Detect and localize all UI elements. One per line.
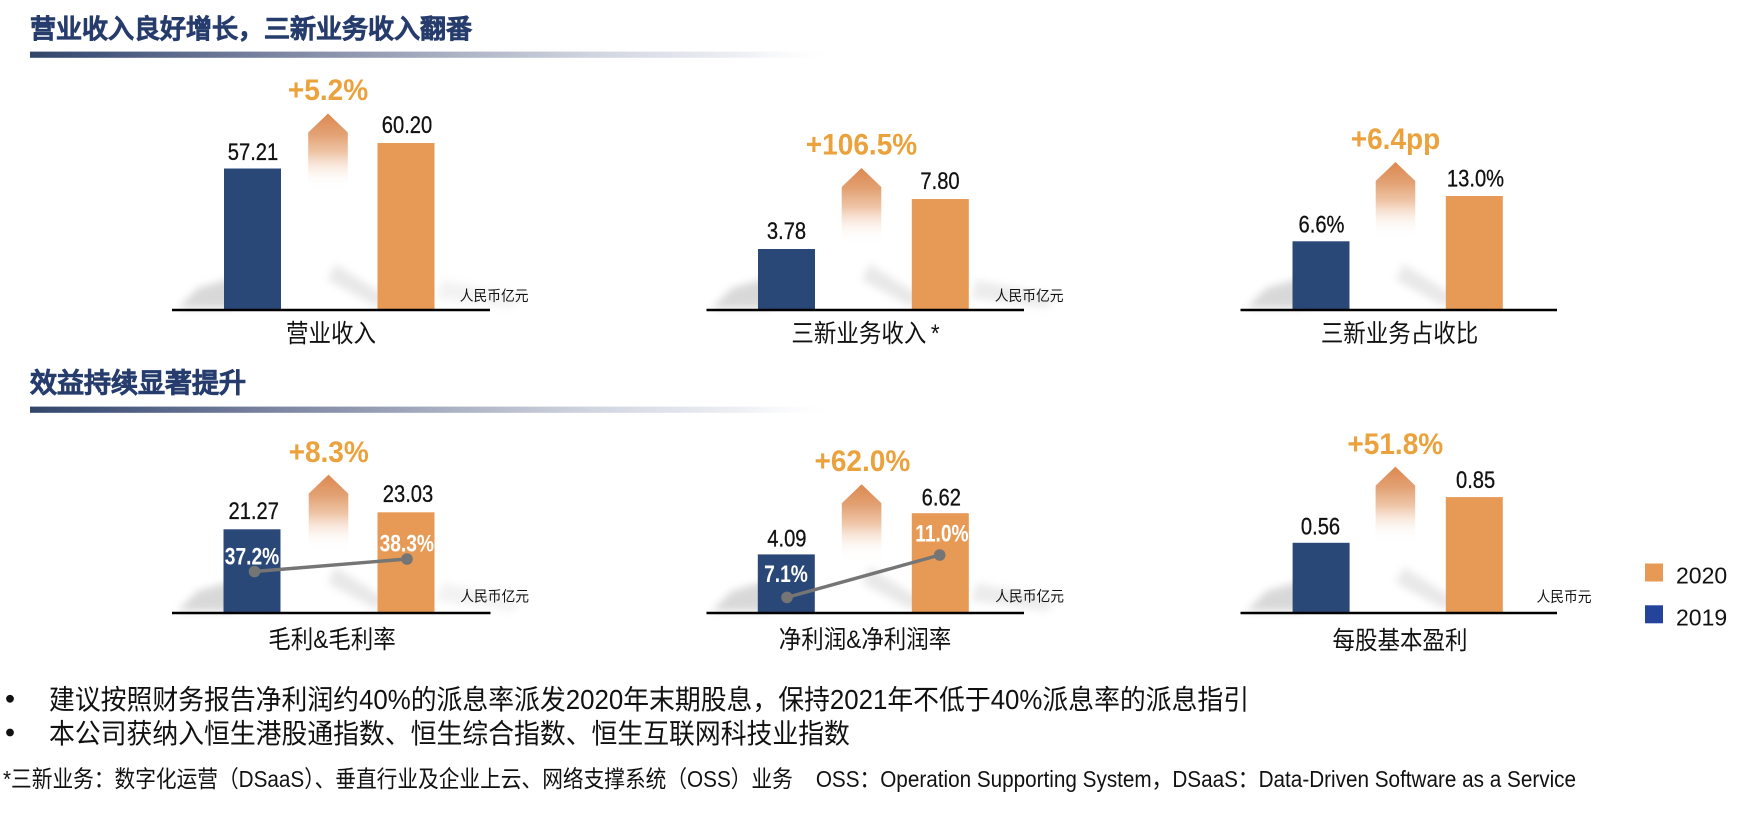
svg-text:营业收入: 营业收入 (286, 320, 376, 348)
svg-text:人民币元: 人民币元 (1536, 589, 1591, 605)
svg-text:38.3%: 38.3% (380, 529, 434, 557)
svg-text:+51.8%: +51.8% (1347, 428, 1443, 461)
svg-text:21.27: 21.27 (228, 498, 278, 525)
svg-text:人民币亿元: 人民币亿元 (460, 588, 529, 604)
svg-text:57.21: 57.21 (228, 138, 278, 165)
svg-text:营业收入良好增长，三新业务收入翻番: 营业收入良好增长，三新业务收入翻番 (30, 14, 473, 44)
svg-text:三新业务收入 *: 三新业务收入 * (791, 320, 939, 348)
svg-text:人民币亿元: 人民币亿元 (995, 588, 1064, 604)
svg-text:三新业务占收比: 三新业务占收比 (1321, 320, 1478, 348)
svg-text:6.62: 6.62 (922, 484, 961, 511)
svg-text:+6.4pp: +6.4pp (1351, 123, 1441, 156)
svg-text:净利润&净利润率: 净利润&净利润率 (779, 626, 951, 654)
svg-text:0.85: 0.85 (1456, 466, 1495, 493)
svg-text:+8.3%: +8.3% (289, 436, 369, 469)
svg-text:每股基本盈利: 每股基本盈利 (1333, 627, 1468, 655)
svg-text:毛利&毛利率: 毛利&毛利率 (268, 626, 395, 654)
svg-text:0.56: 0.56 (1301, 513, 1340, 540)
svg-text:+62.0%: +62.0% (814, 445, 910, 478)
svg-text:2020: 2020 (1676, 563, 1727, 589)
svg-text:23.03: 23.03 (383, 481, 433, 508)
svg-text:建议按照财务报告净利润约40%的派息率派发2020年末期股息: 建议按照财务报告净利润约40%的派息率派发2020年末期股息，保持2021年不低… (49, 684, 1249, 715)
svg-text:60.20: 60.20 (382, 111, 432, 138)
svg-text:人民币亿元: 人民币亿元 (995, 288, 1064, 304)
svg-text:7.80: 7.80 (920, 167, 959, 194)
svg-text:6.6%: 6.6% (1299, 211, 1345, 238)
svg-text:+106.5%: +106.5% (806, 129, 917, 162)
svg-text:*三新业务：数字化运营（DSaaS）、垂直行业及企业上云、网: *三新业务：数字化运营（DSaaS）、垂直行业及企业上云、网络支撑系统（OSS）… (3, 766, 1576, 792)
svg-text:13.0%: 13.0% (1447, 165, 1504, 192)
svg-text:本公司获纳入恒生港股通指数、恒生综合指数、恒生互联网科技业指: 本公司获纳入恒生港股通指数、恒生综合指数、恒生互联网科技业指数 (49, 718, 850, 749)
svg-text:+5.2%: +5.2% (288, 74, 368, 107)
svg-text:7.1%: 7.1% (764, 560, 808, 588)
svg-text:人民币亿元: 人民币亿元 (460, 288, 529, 304)
svg-text:效益持续显著提升: 效益持续显著提升 (30, 369, 246, 399)
svg-text:11.0%: 11.0% (915, 520, 968, 548)
svg-text:37.2%: 37.2% (225, 542, 279, 570)
svg-text:3.78: 3.78 (767, 217, 806, 244)
svg-text:2019: 2019 (1676, 605, 1727, 631)
svg-text:4.09: 4.09 (767, 525, 806, 552)
